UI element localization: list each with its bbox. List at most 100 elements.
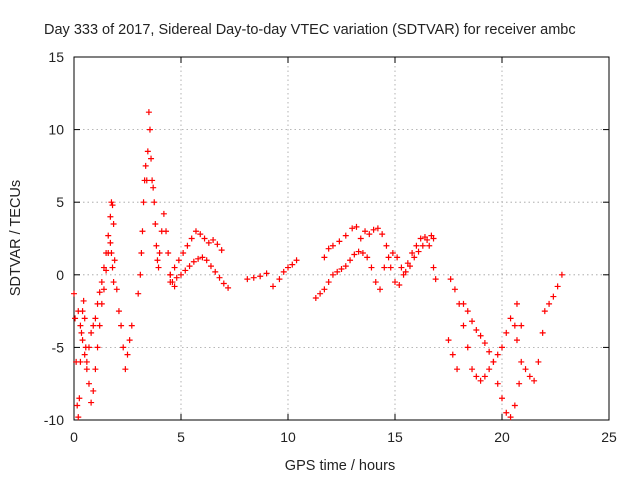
data-point — [78, 329, 85, 336]
data-point — [94, 300, 101, 307]
data-point — [154, 257, 161, 264]
data-point — [381, 264, 388, 271]
data-point — [110, 220, 117, 227]
data-point — [398, 264, 405, 271]
data-point — [180, 250, 187, 257]
data-point — [140, 199, 147, 206]
data-point — [392, 279, 398, 286]
data-point — [199, 254, 206, 261]
data-point — [387, 264, 394, 271]
data-point — [88, 329, 95, 336]
data-point — [321, 254, 328, 261]
data-point — [90, 322, 97, 329]
data-point — [98, 279, 105, 286]
data-point — [353, 223, 360, 230]
points — [71, 109, 565, 421]
data-point — [372, 279, 379, 286]
tick-labels: 0 5 10 15 20 25 -10 -5 0 5 10 15 — [44, 49, 617, 445]
data-point — [105, 232, 112, 239]
data-point — [389, 250, 396, 257]
data-point — [329, 271, 336, 278]
series-sat-h-evening-upper — [321, 223, 439, 288]
data-point — [201, 235, 208, 242]
data-point — [150, 184, 157, 191]
data-point — [494, 351, 501, 358]
data-point — [155, 264, 162, 271]
data-point — [342, 232, 349, 239]
series-sat-d-midday-upper — [167, 228, 225, 278]
data-point — [329, 242, 336, 249]
data-point — [225, 284, 232, 291]
data-point — [325, 279, 332, 286]
data-point — [546, 300, 553, 307]
data-point — [92, 315, 99, 322]
series-sat-b-early — [75, 199, 135, 373]
data-point — [270, 283, 277, 290]
data-point — [289, 261, 296, 268]
data-point — [554, 283, 561, 290]
data-point — [494, 380, 501, 387]
data-point — [156, 250, 163, 257]
data-point — [216, 274, 223, 281]
data-point — [128, 322, 135, 329]
x-tick-label: 25 — [601, 429, 617, 445]
data-point — [285, 264, 291, 271]
data-point — [400, 271, 407, 278]
data-point — [522, 366, 529, 373]
y-axis-label: SDTVAR / TECUs — [8, 180, 24, 296]
data-point — [550, 293, 557, 300]
data-point — [77, 322, 84, 329]
data-point — [531, 377, 538, 384]
series-sat-a-early — [71, 239, 117, 421]
data-point — [244, 276, 251, 283]
data-point — [377, 286, 384, 293]
data-point — [96, 322, 103, 329]
data-point — [107, 213, 114, 220]
y-tick-label: 5 — [56, 194, 64, 210]
y-tick-label: -5 — [52, 339, 65, 355]
data-point — [499, 344, 505, 351]
data-point — [415, 248, 422, 255]
data-point — [526, 373, 533, 380]
data-point — [85, 344, 92, 351]
data-point — [220, 280, 227, 287]
data-point — [374, 225, 381, 232]
data-point — [477, 377, 484, 384]
x-tick-label: 10 — [280, 429, 296, 445]
data-point — [188, 235, 195, 242]
data-point — [75, 308, 82, 315]
x-tick-label: 15 — [387, 429, 403, 445]
data-point — [464, 344, 471, 351]
data-point — [370, 226, 377, 233]
data-point — [152, 220, 159, 227]
data-point — [160, 210, 167, 217]
data-point — [171, 283, 178, 290]
data-point — [142, 162, 149, 169]
y-tick-label: -10 — [44, 412, 64, 428]
data-point — [218, 247, 225, 254]
chart-title: Day 333 of 2017, Sidereal Day-to-day VTE… — [44, 22, 576, 38]
data-point — [83, 358, 90, 365]
data-point — [203, 257, 210, 264]
data-point — [148, 155, 155, 162]
data-point — [184, 242, 191, 249]
data-point — [118, 322, 125, 329]
data-point — [257, 273, 264, 280]
data-point — [263, 270, 270, 277]
data-point — [351, 251, 358, 258]
data-point — [83, 366, 90, 373]
data-point — [469, 366, 476, 373]
data-point — [419, 242, 426, 249]
data-point — [195, 255, 202, 262]
data-point — [107, 239, 114, 246]
data-point — [108, 199, 115, 206]
data-point — [394, 254, 401, 261]
data-point — [426, 242, 433, 249]
data-point — [90, 387, 97, 394]
data-point — [379, 231, 386, 238]
ticks — [73, 56, 610, 421]
data-point — [507, 315, 514, 322]
data-point — [122, 366, 129, 373]
data-point — [109, 264, 116, 271]
